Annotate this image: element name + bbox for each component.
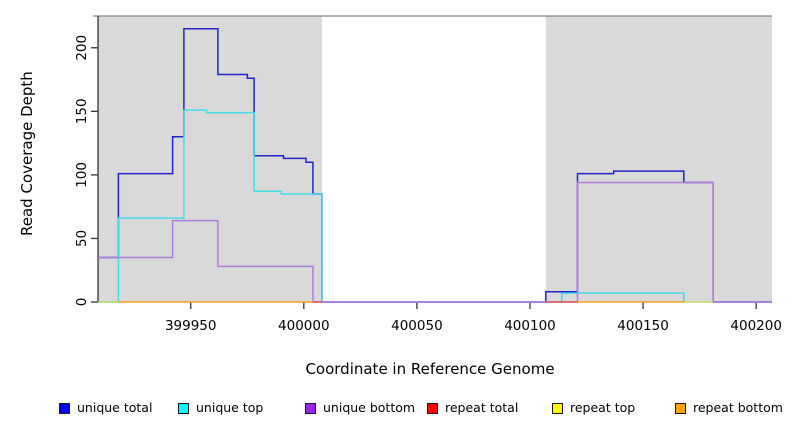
legend: unique total unique top unique bottom repea… [0,398,792,422]
legend-item-repeat-bottom: repeat bottom [675,398,783,418]
y-tick-label: 0 [74,298,90,307]
x-tick-label: 400000 [278,318,330,334]
legend-swatch-repeat-top [552,402,563,414]
y-tick-label: 100 [74,162,90,188]
series-line-unique-top [98,109,323,303]
x-tick-label: 400150 [617,318,669,334]
coverage-chart: 0 50 100 150 200 399950 400000 400050 400100 4001… [74,15,782,334]
x-axis-label: Coordinate in Reference Genome [305,360,555,378]
legend-label: unique bottom [323,400,416,415]
legend-swatch-unique-top [178,402,189,414]
legend-item-unique-total: unique total [59,398,152,418]
legend-swatch-unique-bottom [305,402,316,414]
legend-item-unique-bottom: unique bottom [305,398,415,418]
series-line-unique-top [560,292,685,302]
legend-item-repeat-top: repeat top [552,398,635,418]
legend-label: repeat total [445,400,519,415]
right-gray-region [545,16,772,302]
x-tick-label: 399950 [165,318,217,334]
legend-swatch-repeat-total [427,402,438,414]
legend-label: unique total [77,400,153,415]
legend-item-repeat-total: repeat total [427,398,518,418]
x-tick-label: 400200 [730,318,782,334]
series-line-unique-bottom [98,181,772,303]
legend-item-unique-top: unique top [178,398,263,418]
legend-label: repeat top [570,400,636,415]
legend-label: repeat bottom [693,400,783,415]
y-tick-label: 150 [74,98,90,124]
y-tick-label: 50 [74,230,90,247]
legend-swatch-repeat-bottom [675,402,686,414]
y-tick-label: 200 [74,35,90,61]
legend-label: unique top [196,400,264,415]
x-tick-label: 400100 [504,318,556,334]
x-tick-label: 400050 [391,318,443,334]
legend-swatch-unique-total [59,402,70,414]
y-axis-label: Read Coverage Depth [18,71,36,236]
coverage-chart-svg: 0 50 100 150 200 399950 400000 400050 400100 4001… [74,15,782,334]
